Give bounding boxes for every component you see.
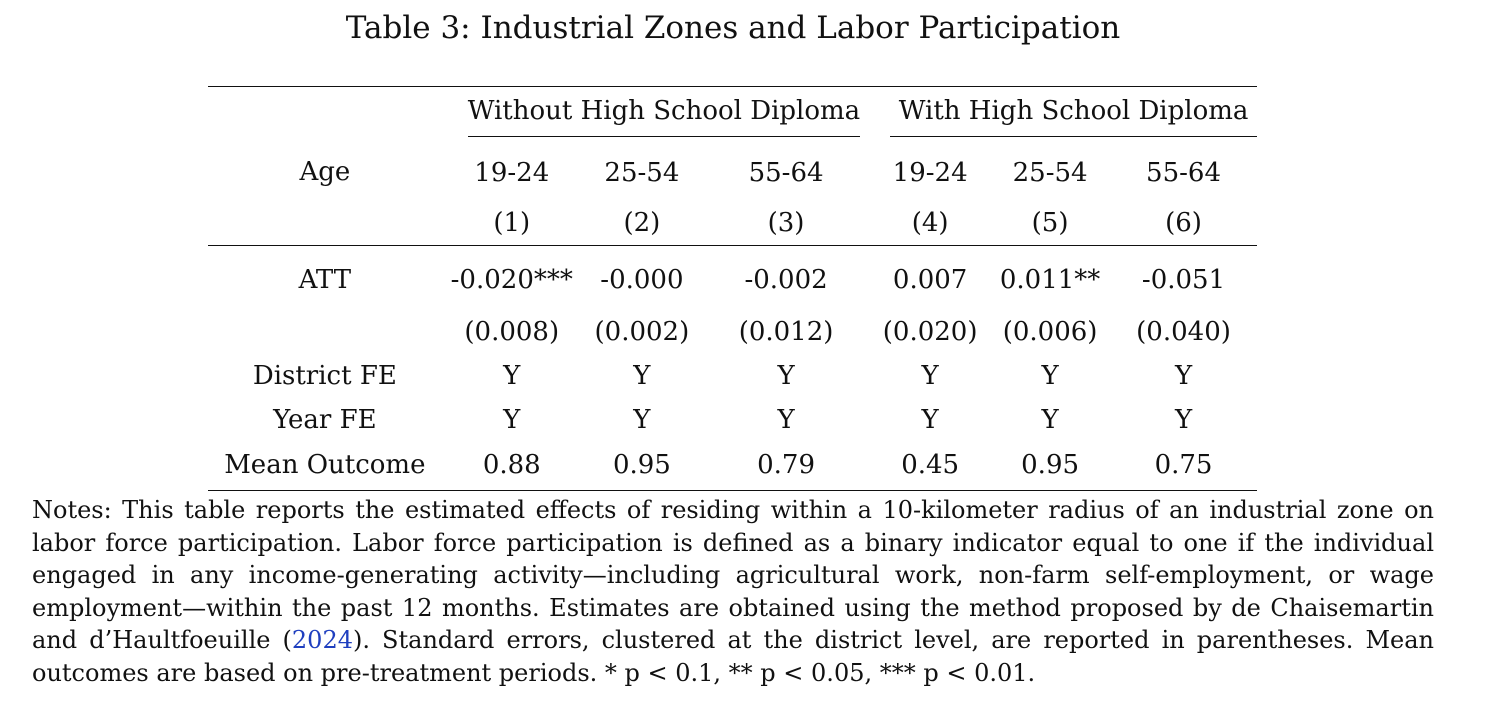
year-fe-value: Y — [1041, 405, 1059, 435]
se-blank — [208, 310, 442, 354]
mean-outcome-value: 0.88 — [482, 450, 541, 480]
year-fe-value: Y — [503, 405, 521, 435]
att-standard-error: (0.040) — [1136, 317, 1231, 347]
mean-outcome-value: 0.95 — [612, 450, 671, 480]
age-group: 19-24 — [892, 158, 968, 188]
mean-outcome-value: 0.95 — [1021, 450, 1080, 480]
att-estimate: 0.007 — [892, 265, 968, 295]
att-standard-error: (0.008) — [464, 317, 560, 347]
att-estimate: -0.051 — [1141, 265, 1226, 295]
table-notes: Notes: This table reports the estimated … — [32, 494, 1434, 690]
year-fe-value: Y — [921, 405, 939, 435]
notes-text-continued: ). Standard errors, clustered at the dis… — [32, 626, 1434, 687]
district-fe-value: Y — [1174, 361, 1193, 391]
table-caption: Table 3: Industrial Zones and Labor Part… — [345, 10, 1121, 46]
column-number: (3) — [767, 208, 805, 238]
year-fe-value: Y — [633, 405, 651, 435]
district-fe-value: Y — [633, 361, 651, 391]
column-number: (2) — [623, 208, 661, 238]
group-header-without-diploma: Without High School Diploma — [442, 87, 870, 146]
mean-outcome-value: 0.45 — [901, 450, 960, 480]
age-group: 25-54 — [604, 158, 680, 188]
att-standard-error: (0.002) — [594, 317, 690, 347]
year-fe-value: Y — [777, 405, 795, 435]
age-group: 19-24 — [474, 158, 550, 188]
att-standard-error: (0.006) — [1002, 317, 1098, 347]
att-estimate: -0.000 — [600, 265, 684, 295]
row-label-district-fe: District FE — [252, 361, 397, 391]
att-estimate: -0.020*** — [450, 265, 573, 295]
district-fe-value: Y — [921, 361, 939, 391]
year-fe-value: Y — [1174, 405, 1193, 435]
age-group: 55-64 — [1146, 158, 1221, 188]
age-label: Age — [299, 157, 351, 187]
row-label-mean-outcome: Mean Outcome — [224, 450, 426, 480]
row-label-att: ATT — [298, 265, 352, 295]
results-table: Without High School Diploma With High Sc… — [208, 86, 1257, 491]
mean-outcome-value: 0.79 — [757, 450, 815, 480]
district-fe-value: Y — [503, 361, 521, 391]
column-number: (4) — [911, 208, 949, 238]
header-blank — [208, 87, 442, 146]
district-fe-value: Y — [1041, 361, 1059, 391]
citation-link[interactable]: 2024 — [291, 626, 353, 655]
group-header-with-diploma: With High School Diploma — [870, 87, 1257, 146]
notes-text: Notes: This table reports the estimated … — [32, 496, 1434, 655]
mean-outcome-value: 0.75 — [1154, 450, 1213, 480]
att-standard-error: (0.020) — [882, 317, 978, 347]
column-number: (5) — [1031, 208, 1069, 238]
column-number: (6) — [1165, 208, 1202, 238]
att-estimate: -0.002 — [744, 265, 828, 295]
att-standard-error: (0.012) — [738, 317, 834, 347]
att-estimate: 0.011** — [999, 265, 1101, 295]
age-group: 55-64 — [748, 158, 824, 188]
column-number: (1) — [493, 208, 531, 238]
age-group: 25-54 — [1012, 158, 1088, 188]
row-label-year-fe: Year FE — [273, 405, 377, 435]
district-fe-value: Y — [777, 361, 795, 391]
